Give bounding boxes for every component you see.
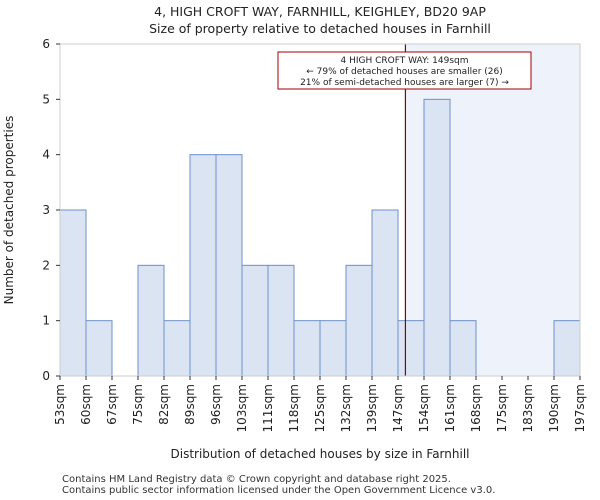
x-tick-label-89sqm: 89sqm [183, 384, 197, 425]
x-tick-label-103sqm: 103sqm [235, 384, 249, 432]
x-tick-label-147sqm: 147sqm [391, 384, 405, 432]
y-tick-label-6: 6 [42, 37, 50, 51]
x-tick-label-168sqm: 168sqm [469, 384, 483, 432]
bar-125sqm [319, 320, 347, 377]
x-tick-label-75sqm: 75sqm [131, 384, 145, 425]
x-tick-label-139sqm: 139sqm [365, 384, 379, 432]
bar-190sqm [553, 320, 581, 377]
footer-licence: Contains public sector information licen… [62, 485, 496, 496]
bar-161sqm [449, 320, 477, 377]
x-tick-label-118sqm: 118sqm [287, 384, 301, 432]
chart-title: 4, HIGH CROFT WAY, FARNHILL, KEIGHLEY, B… [154, 4, 486, 19]
y-tick-label-2: 2 [42, 258, 50, 272]
bar-118sqm [293, 320, 321, 377]
x-tick-label-154sqm: 154sqm [417, 384, 431, 432]
x-tick-label-111sqm: 111sqm [261, 384, 275, 432]
bar-139sqm [371, 209, 399, 377]
x-tick-label-190sqm: 190sqm [547, 384, 561, 432]
x-tick-label-183sqm: 183sqm [521, 384, 535, 432]
bar-96sqm [215, 154, 243, 377]
annotation-box [277, 51, 532, 90]
y-tick-label-0: 0 [42, 369, 50, 383]
bar-82sqm [163, 320, 191, 377]
bar-111sqm [267, 264, 295, 377]
x-tick-label-132sqm: 132sqm [339, 384, 353, 432]
bar-89sqm [189, 154, 217, 377]
y-axis-label: Number of detached properties [2, 116, 16, 305]
y-tick-label-3: 3 [42, 203, 50, 217]
x-tick-label-82sqm: 82sqm [157, 384, 171, 425]
footer-copyright: Contains HM Land Registry data © Crown c… [62, 474, 451, 485]
annotation-line-1: 4 HIGH CROFT WAY: 149sqm [340, 56, 468, 66]
x-tick-label-125sqm: 125sqm [313, 384, 327, 432]
annotation-line-2: ← 79% of detached houses are smaller (26… [306, 67, 503, 77]
histogram-chart: 4, HIGH CROFT WAY, FARNHILL, KEIGHLEY, B… [2, 4, 587, 461]
y-tick-label-1: 1 [42, 314, 50, 328]
bar-60sqm [85, 320, 113, 377]
bar-103sqm [241, 264, 269, 377]
annotation-line-3: 21% of semi-detached houses are larger (… [300, 78, 509, 88]
bar-147sqm [397, 320, 425, 377]
x-tick-label-60sqm: 60sqm [79, 384, 93, 425]
x-tick-label-175sqm: 175sqm [495, 384, 509, 432]
bar-132sqm [345, 264, 373, 377]
bar-75sqm [137, 264, 165, 377]
x-tick-label-67sqm: 67sqm [105, 384, 119, 425]
x-tick-label-53sqm: 53sqm [53, 384, 67, 425]
y-tick-label-4: 4 [42, 148, 50, 162]
bar-154sqm [423, 98, 451, 377]
x-tick-label-96sqm: 96sqm [209, 384, 223, 425]
bar-53sqm [59, 209, 87, 377]
y-tick-label-5: 5 [42, 92, 50, 106]
x-tick-label-197sqm: 197sqm [573, 384, 587, 432]
x-tick-label-161sqm: 161sqm [443, 384, 457, 432]
plot-area: 0 1 2 3 4 5 6 53sqm 60sqm 67sqm 75sqm 82sqm 89sqm 96s… [42, 37, 587, 432]
chart-subtitle: Size of property relative to detached ho… [149, 21, 491, 36]
x-axis-label: Distribution of detached houses by size … [171, 447, 470, 461]
